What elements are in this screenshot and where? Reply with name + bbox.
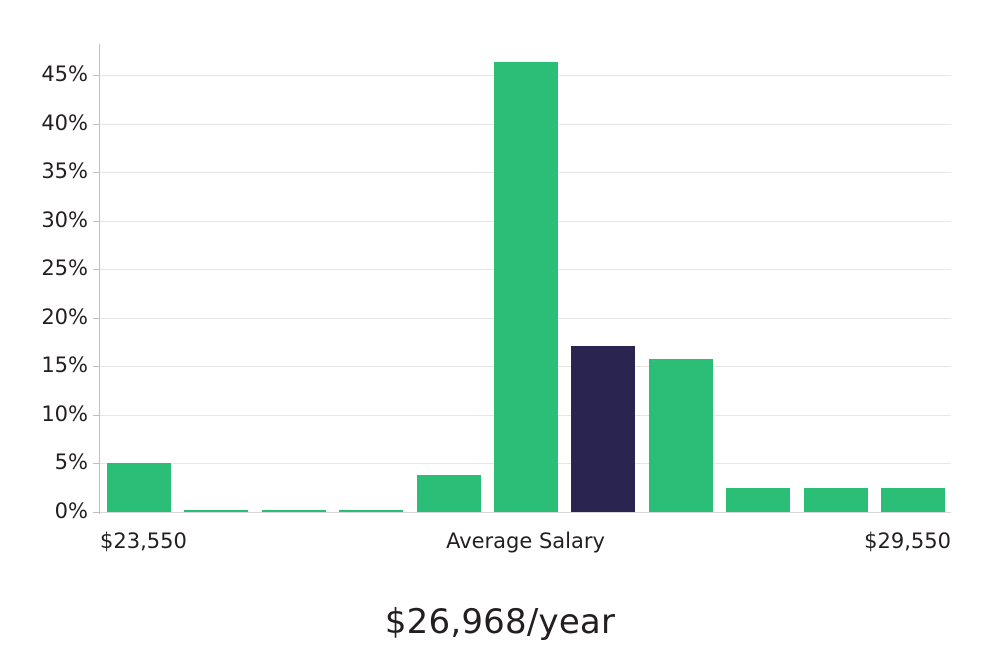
- x-axis-title: Average Salary: [446, 529, 605, 553]
- bar: [339, 510, 404, 512]
- y-axis-tick: [93, 269, 100, 271]
- y-axis-label: 5%: [54, 450, 88, 475]
- bar-series: [100, 44, 951, 512]
- y-axis-tick: [93, 220, 100, 222]
- y-axis-label: 30%: [41, 207, 88, 232]
- y-axis-label: 35%: [41, 159, 88, 184]
- y-axis-label: 40%: [41, 110, 88, 135]
- x-axis-line: [100, 512, 951, 513]
- bar: [184, 510, 249, 512]
- y-axis-label: 10%: [41, 401, 88, 426]
- bar: [494, 62, 558, 512]
- x-axis-label-max: $29,550: [864, 529, 951, 553]
- bar: [803, 487, 868, 512]
- bar: [881, 487, 945, 512]
- bar: [261, 510, 326, 512]
- x-axis-labels: $23,550 Average Salary $29,550: [100, 528, 951, 558]
- bar: [726, 487, 791, 512]
- y-axis-tick: [93, 512, 100, 513]
- x-axis-label-min: $23,550: [100, 529, 187, 553]
- y-axis-tick: [93, 123, 100, 125]
- y-axis-label: 20%: [41, 304, 88, 329]
- y-axis-label: 25%: [41, 256, 88, 281]
- y-axis-tick: [93, 172, 100, 174]
- y-axis-tick: [93, 366, 100, 368]
- y-axis-tick: [93, 75, 100, 77]
- bar-highlighted: [571, 345, 636, 512]
- y-axis-label: 15%: [41, 353, 88, 378]
- bar: [107, 463, 171, 512]
- plot-area: [100, 44, 951, 513]
- y-axis-tick: [93, 463, 100, 465]
- y-axis-spine: [99, 44, 100, 514]
- y-axis-tick: [93, 414, 100, 416]
- bar: [648, 358, 713, 512]
- y-axis-tick: [93, 317, 100, 319]
- y-axis-label: 45%: [41, 62, 88, 87]
- average-salary-caption: $26,968/year: [384, 602, 616, 642]
- bar: [416, 475, 481, 512]
- y-axis-label: 0%: [54, 499, 88, 523]
